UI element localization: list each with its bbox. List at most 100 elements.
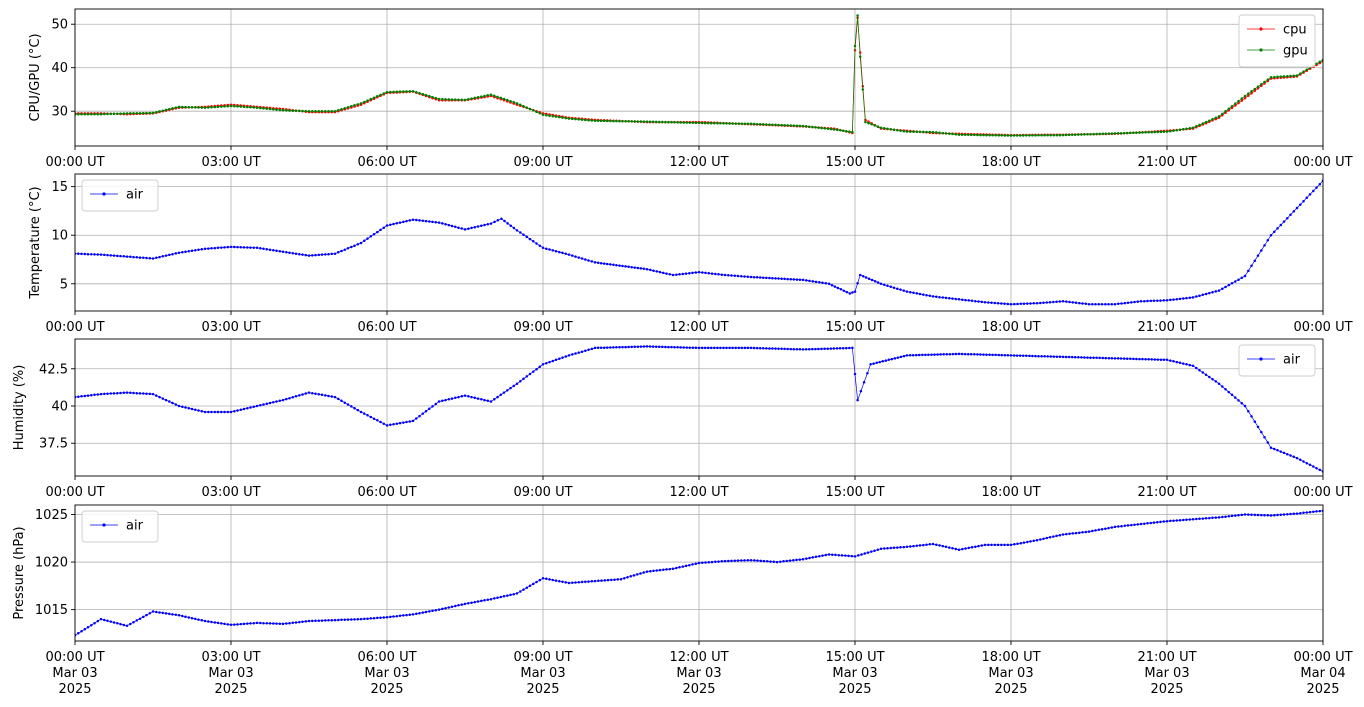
- data-point: [535, 242, 538, 245]
- data-point: [587, 259, 590, 262]
- data-point: [184, 406, 187, 409]
- data-point: [1318, 509, 1322, 513]
- data-point: [1138, 357, 1141, 361]
- data-point: [382, 616, 386, 619]
- data-point: [93, 113, 96, 116]
- legend-label-gpu: gpu: [1283, 44, 1308, 59]
- data-point: [1061, 300, 1065, 303]
- data-point: [985, 133, 988, 137]
- data-point: [1234, 514, 1237, 517]
- data-point: [944, 132, 948, 135]
- data-point: [918, 130, 922, 134]
- data-point: [957, 298, 961, 301]
- data-point: [1084, 530, 1088, 534]
- series-air: [75, 179, 1323, 306]
- data-point: [119, 254, 122, 258]
- data-point: [700, 346, 704, 350]
- data-point: [879, 126, 883, 129]
- data-point: [125, 391, 129, 394]
- data-point: [83, 113, 87, 116]
- data-point: [577, 256, 581, 259]
- data-point: [151, 392, 155, 396]
- x-tick-label: 15:00 UT: [825, 155, 884, 170]
- data-point: [593, 261, 597, 264]
- data-point: [1095, 132, 1098, 136]
- data-point: [694, 346, 698, 350]
- data-point: [181, 405, 184, 409]
- data-point: [294, 252, 298, 255]
- data-point: [1201, 122, 1205, 125]
- data-point: [291, 109, 295, 112]
- data-point: [103, 392, 106, 396]
- data-point: [864, 120, 867, 124]
- data-point: [421, 412, 425, 415]
- data-point: [1308, 463, 1312, 467]
- data-point: [428, 220, 431, 223]
- data-point: [1286, 452, 1289, 456]
- data-point: [839, 288, 843, 291]
- data-point: [678, 273, 681, 276]
- data-point: [301, 253, 304, 256]
- x-tick-label: 00:00 UT: [45, 320, 104, 335]
- data-point: [811, 347, 814, 351]
- data-point: [1021, 354, 1025, 357]
- data-point: [1149, 521, 1153, 525]
- data-point: [340, 249, 343, 253]
- data-point: [1015, 134, 1019, 137]
- y-tick-label: 42.5: [39, 362, 68, 377]
- data-point: [681, 565, 685, 568]
- data-point: [418, 219, 421, 222]
- data-point: [489, 400, 493, 403]
- data-point: [213, 105, 217, 109]
- data-point: [734, 346, 737, 350]
- data-point: [642, 571, 646, 574]
- data-point: [1097, 302, 1101, 306]
- data-point: [99, 113, 103, 116]
- data-point: [786, 347, 789, 351]
- data-point: [506, 222, 509, 225]
- data-point: [106, 619, 109, 623]
- data-point: [216, 410, 220, 414]
- data-point: [1026, 302, 1029, 305]
- data-point: [158, 255, 161, 259]
- data-point: [1156, 520, 1159, 524]
- data-point: [798, 558, 802, 561]
- data-point: [1136, 523, 1140, 526]
- data-point: [382, 422, 386, 425]
- data-point: [444, 398, 447, 402]
- data-point: [1089, 132, 1092, 136]
- data-point: [935, 295, 938, 299]
- data-point: [538, 244, 542, 247]
- data-point: [1256, 87, 1260, 90]
- data-point: [587, 348, 590, 352]
- data-point: [532, 370, 535, 373]
- data-point: [493, 220, 496, 224]
- data-point: [1312, 189, 1315, 193]
- data-point: [734, 122, 737, 125]
- data-point: [837, 553, 841, 557]
- data-point: [372, 417, 376, 420]
- data-point: [979, 133, 982, 137]
- data-point: [148, 111, 152, 115]
- data-point: [122, 112, 126, 115]
- data-point: [974, 299, 977, 303]
- data-point: [1018, 134, 1022, 137]
- data-point: [411, 613, 415, 616]
- data-point: [187, 105, 191, 109]
- data-point: [135, 619, 139, 622]
- data-point: [226, 104, 230, 108]
- data-point: [1052, 355, 1056, 358]
- data-point: [1243, 404, 1247, 408]
- data-point: [749, 122, 753, 126]
- y-axis-label: Humidity (%): [12, 365, 27, 451]
- data-point: [1003, 134, 1007, 137]
- data-point: [1107, 356, 1111, 360]
- y-tick-label: 50: [51, 18, 68, 33]
- data-point: [621, 264, 624, 268]
- data-point: [142, 392, 145, 395]
- data-point: [645, 345, 649, 348]
- data-point: [545, 247, 548, 250]
- data-point: [892, 286, 896, 289]
- data-point: [402, 220, 405, 224]
- data-point: [1217, 516, 1221, 519]
